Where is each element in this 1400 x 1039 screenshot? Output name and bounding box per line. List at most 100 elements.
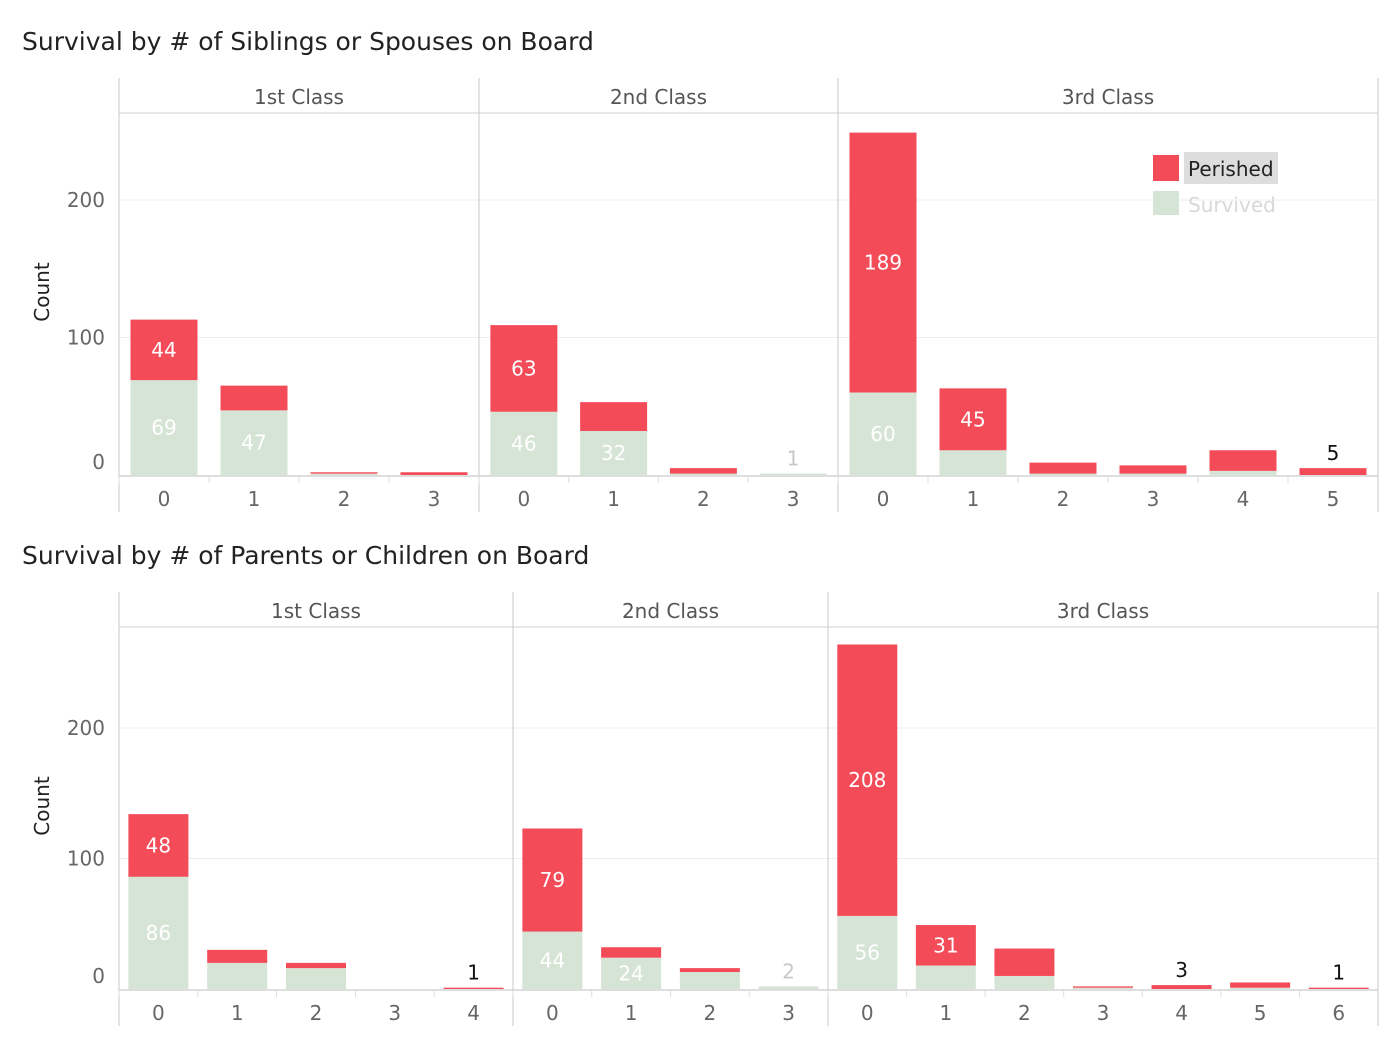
x-tick-label: 4 <box>1175 1001 1188 1025</box>
bar-survived[interactable] <box>939 450 1007 475</box>
legend-survived-swatch[interactable] <box>1153 191 1179 215</box>
bar-survived[interactable] <box>286 968 346 989</box>
legend-perished-label[interactable]: Perished <box>1188 157 1274 181</box>
bar-perished[interactable] <box>1029 462 1097 474</box>
bar-survived[interactable] <box>522 931 583 989</box>
bar-survived[interactable] <box>1209 470 1277 475</box>
bar-survived[interactable] <box>601 957 662 989</box>
bar-perished[interactable] <box>679 968 740 973</box>
x-tick-label: 3 <box>1097 1001 1110 1025</box>
bar-survived[interactable] <box>994 975 1055 989</box>
x-tick-label: 0 <box>877 487 890 511</box>
legend-perished-swatch[interactable] <box>1153 155 1179 181</box>
bar-perished[interactable] <box>220 385 288 411</box>
bar-perished[interactable] <box>580 402 648 431</box>
data-label: 46 <box>511 431 536 455</box>
legend[interactable]: Perished Survived <box>1153 152 1278 217</box>
y-tick-label: 200 <box>67 188 105 212</box>
bar-perished[interactable] <box>490 325 558 412</box>
x-tick-label: 3 <box>428 487 441 511</box>
x-tick-label: 1 <box>248 487 261 511</box>
bar-survived[interactable] <box>1029 473 1097 475</box>
bar-survived[interactable] <box>1230 987 1291 989</box>
chart-title-siblings: Survival by # of Siblings or Spouses on … <box>22 27 594 56</box>
bar-perished[interactable] <box>400 472 468 475</box>
panel-header-0: 1st Class <box>254 85 344 109</box>
bar-perished[interactable] <box>939 388 1007 451</box>
bar-perished[interactable] <box>994 948 1055 976</box>
bar-survived[interactable] <box>220 410 288 475</box>
x-tick-label: 0 <box>861 1001 874 1025</box>
bar-perished[interactable] <box>1308 987 1369 989</box>
bar-survived[interactable] <box>207 962 268 989</box>
bar-perished[interactable] <box>1209 450 1277 471</box>
data-label: 189 <box>864 251 902 275</box>
bar-perished[interactable] <box>1230 982 1291 988</box>
bar-perished[interactable] <box>837 644 898 916</box>
bar-perished[interactable] <box>669 468 737 474</box>
bar-perished[interactable] <box>1299 468 1367 475</box>
bar-survived[interactable] <box>679 972 740 989</box>
bar-perished[interactable] <box>1119 465 1187 474</box>
bar-perished[interactable] <box>522 828 583 932</box>
data-label: 1 <box>467 961 480 985</box>
y-axis-label-parents: Count <box>30 776 54 836</box>
bar-perished[interactable] <box>310 472 378 474</box>
data-label: 44 <box>151 338 176 362</box>
bar-perished[interactable] <box>849 132 917 393</box>
x-tick-label: 0 <box>518 487 531 511</box>
x-tick-label: 2 <box>310 1001 323 1025</box>
bar-perished[interactable] <box>1073 986 1133 988</box>
x-tick-label: 3 <box>388 1001 401 1025</box>
x-tick-label: 0 <box>158 487 171 511</box>
data-label: 32 <box>601 441 626 465</box>
data-label: 47 <box>241 431 266 455</box>
bar-perished[interactable] <box>128 814 189 877</box>
bar-perished[interactable] <box>130 319 198 381</box>
data-label: 1 <box>1332 961 1345 985</box>
bar-perished[interactable] <box>601 947 662 958</box>
panel-header-2: 3rd Class <box>1057 599 1149 623</box>
x-tick-label: 2 <box>704 1001 717 1025</box>
bar-survived[interactable] <box>669 473 737 475</box>
legend-survived-label[interactable]: Survived <box>1188 193 1276 217</box>
legend-highlight <box>1184 152 1278 184</box>
bar-survived[interactable] <box>1073 987 1133 989</box>
x-tick-label: 3 <box>787 487 800 511</box>
bar-perished[interactable] <box>1151 985 1212 989</box>
bar-survived[interactable] <box>128 876 189 989</box>
bar-survived[interactable] <box>580 431 648 475</box>
bar-survived[interactable] <box>837 915 898 989</box>
data-label: 2 <box>782 959 795 983</box>
bar-survived[interactable] <box>759 473 827 475</box>
x-tick-label: 1 <box>231 1001 244 1025</box>
x-tick-label: 0 <box>152 1001 165 1025</box>
data-label: 69 <box>151 416 176 440</box>
x-tick-label: 4 <box>1237 487 1250 511</box>
panel-header-2: 3rd Class <box>1062 85 1154 109</box>
bar-perished[interactable] <box>915 925 976 966</box>
bar-survived[interactable] <box>310 473 378 475</box>
x-tick-label: 5 <box>1327 487 1340 511</box>
data-label: 31 <box>933 933 958 957</box>
data-label: 5 <box>1327 441 1340 465</box>
panel-header-0: 1st Class <box>271 599 361 623</box>
bar-perished[interactable] <box>286 962 346 969</box>
x-tick-label: 4 <box>467 1001 480 1025</box>
x-tick-label: 0 <box>546 1001 559 1025</box>
bar-survived[interactable] <box>490 411 558 475</box>
data-label: 44 <box>540 948 565 972</box>
x-tick-label: 2 <box>338 487 351 511</box>
y-axis-label-siblings: Count <box>30 262 54 322</box>
bar-survived[interactable] <box>758 986 819 989</box>
bar-survived[interactable] <box>849 392 917 476</box>
bar-perished[interactable] <box>207 949 268 963</box>
bar-survived[interactable] <box>1119 473 1187 475</box>
y-tick-label: 200 <box>67 716 105 740</box>
bar-perished[interactable] <box>443 987 504 989</box>
bar-survived[interactable] <box>130 380 198 475</box>
x-tick-label: 2 <box>1057 487 1070 511</box>
bar-survived[interactable] <box>915 965 976 989</box>
